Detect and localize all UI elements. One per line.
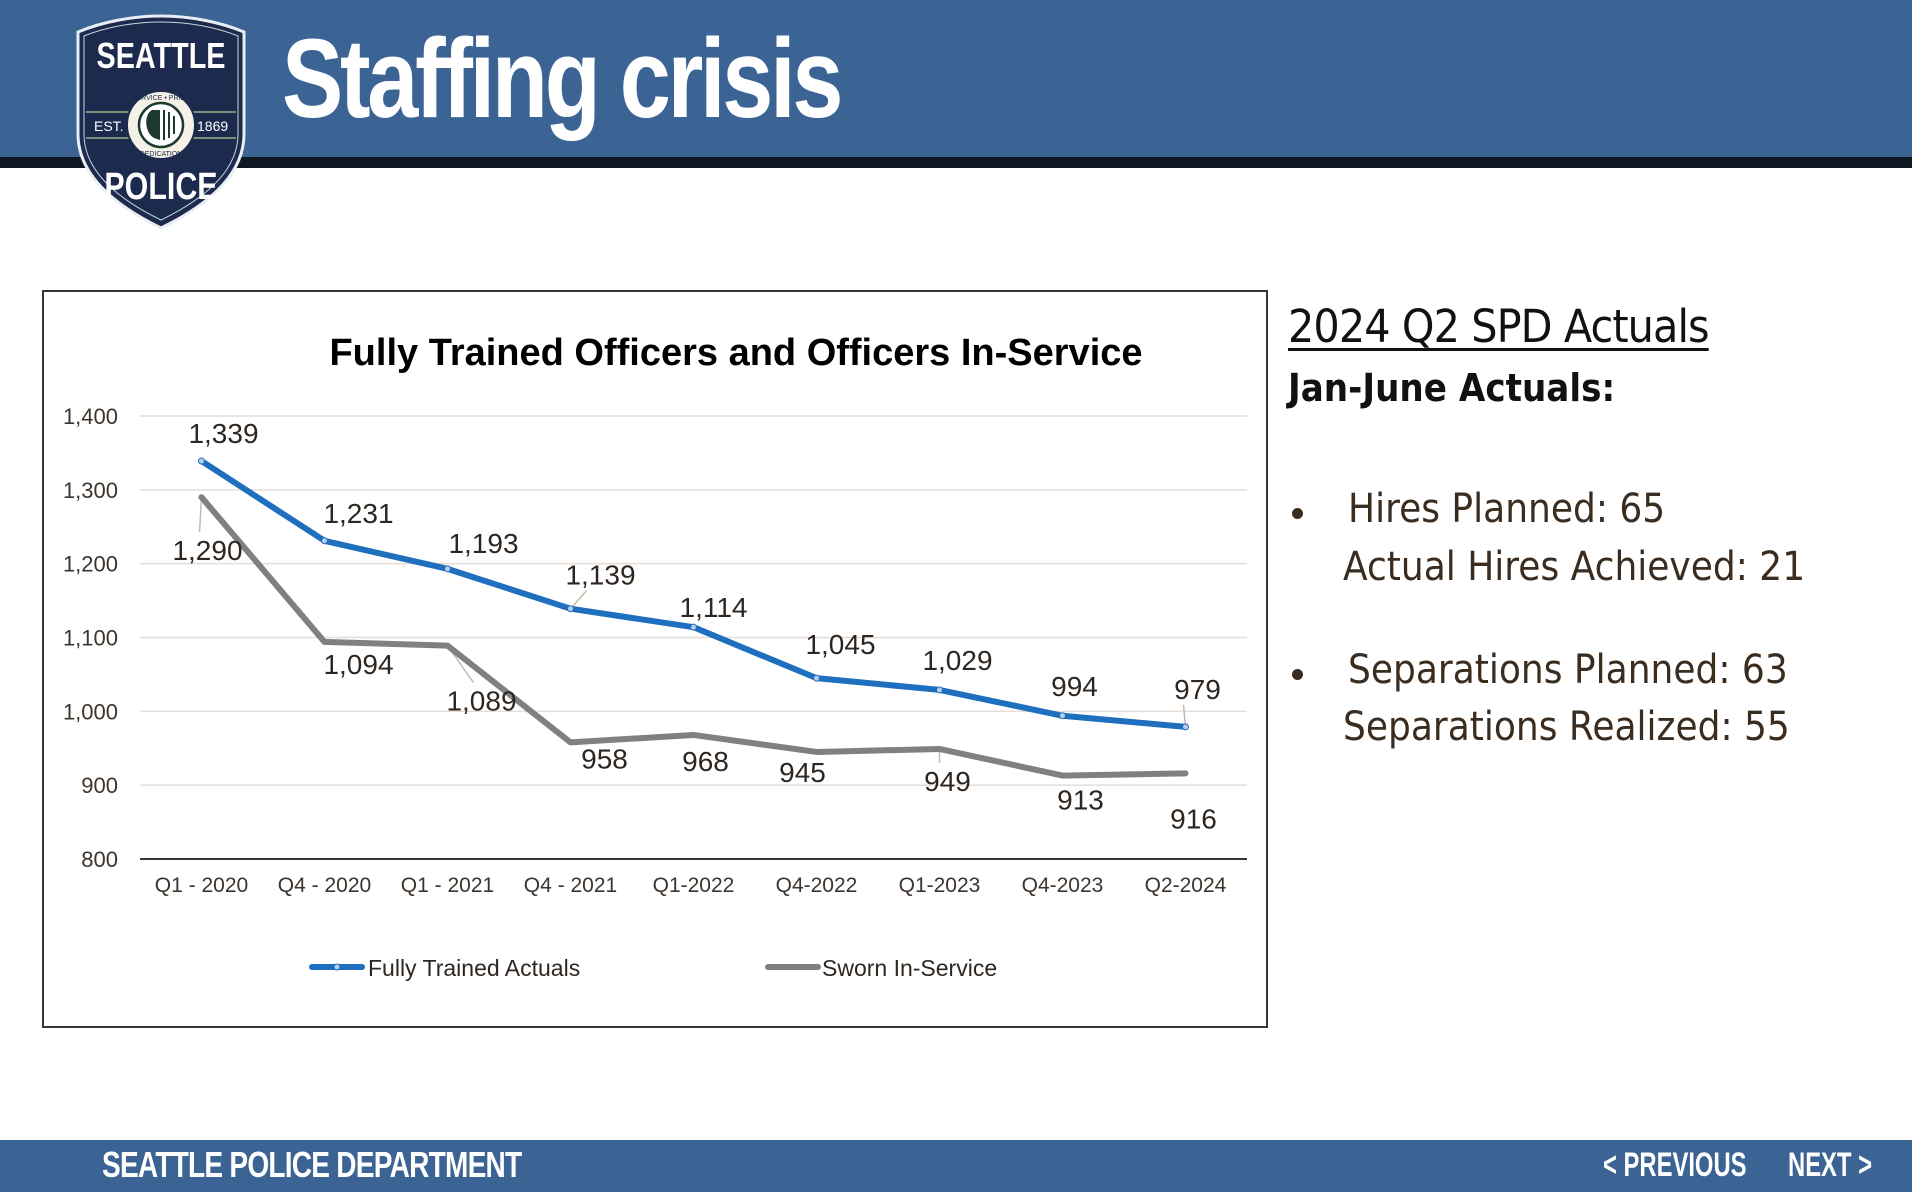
actuals-title: 2024 Q2 SPD Actuals	[1288, 300, 1710, 353]
data-label: 913	[1057, 785, 1104, 816]
next-button[interactable]: NEXT >	[1788, 1146, 1872, 1184]
data-label: 1,089	[446, 686, 516, 717]
data-label: 1,231	[323, 498, 393, 529]
y-tick-label: 1,000	[63, 699, 118, 724]
data-label: 916	[1170, 803, 1217, 834]
data-label: 1,339	[188, 418, 258, 449]
x-tick-label: Q1 - 2021	[401, 874, 494, 897]
y-tick-label: 800	[81, 847, 118, 872]
data-point-marker	[1183, 771, 1188, 776]
x-tick-label: Q4-2023	[1022, 874, 1104, 897]
seattle-police-badge-logo: SEATTLE EST. 1869 SERVICE • PRIDE DEDICA…	[76, 14, 246, 230]
footer-department-name: SEATTLE POLICE DEPARTMENT	[102, 1144, 522, 1185]
x-tick-label: Q1-2023	[899, 874, 981, 897]
badge-ring-top-text: SERVICE • PRIDE	[132, 95, 191, 102]
data-label: 949	[924, 766, 971, 797]
y-tick-label: 1,100	[63, 626, 118, 651]
data-point-marker	[444, 565, 451, 573]
data-label: 968	[682, 746, 729, 777]
data-label: 1,114	[680, 592, 748, 623]
data-point-marker	[936, 686, 943, 694]
x-tick-label: Q2-2024	[1145, 874, 1227, 897]
separations-realized: Separations Realized: 55	[1343, 704, 1790, 750]
x-tick-label: Q1 - 2020	[155, 874, 248, 897]
legend-marker	[333, 963, 341, 971]
footer-bar: SEATTLE POLICE DEPARTMENT < PREVIOUS NEX…	[0, 1140, 1912, 1192]
data-point-marker	[690, 623, 697, 631]
data-point-marker	[1060, 773, 1065, 778]
x-tick-label: Q4 - 2021	[524, 874, 617, 897]
data-label: 994	[1051, 671, 1098, 702]
x-tick-label: Q4-2022	[776, 874, 858, 897]
data-point-marker	[1059, 712, 1066, 720]
hires-planned: Hires Planned: 65	[1348, 486, 1666, 532]
y-tick-label: 1,400	[63, 404, 118, 429]
y-tick-label: 1,200	[63, 552, 118, 577]
badge-est-text: EST.	[94, 118, 124, 134]
data-point-marker	[937, 746, 942, 751]
data-point-marker	[567, 605, 574, 613]
data-label: 1,029	[922, 645, 992, 676]
data-point-marker	[322, 639, 327, 644]
data-point-marker	[198, 457, 205, 465]
y-tick-label: 1,300	[63, 478, 118, 503]
legend-label-fully-trained: Fully Trained Actuals	[368, 955, 580, 981]
x-tick-label: Q4 - 2020	[278, 874, 371, 897]
legend-label-sworn-in-service: Sworn In-Service	[822, 955, 997, 981]
header-bar	[0, 0, 1912, 157]
badge-year-text: 1869	[197, 118, 228, 134]
previous-button[interactable]: < PREVIOUS	[1603, 1146, 1747, 1184]
data-label: 979	[1174, 674, 1221, 705]
chart-frame	[42, 290, 1268, 1028]
data-label: 958	[581, 743, 628, 774]
data-label: 1,045	[805, 629, 875, 660]
data-label: 1,094	[323, 649, 393, 680]
actuals-subtitle: Jan-June Actuals:	[1288, 366, 1616, 410]
bullet-dot	[1292, 508, 1303, 519]
hires-achieved: Actual Hires Achieved: 21	[1343, 544, 1806, 590]
data-point-marker	[321, 537, 328, 545]
bullet-dot	[1292, 669, 1303, 680]
badge-bottom-text: POLICE	[104, 166, 217, 208]
chart-title: Fully Trained Officers and Officers In-S…	[329, 332, 1142, 374]
data-point-marker	[199, 495, 204, 500]
data-label: 1,290	[172, 535, 242, 566]
header-divider	[0, 157, 1912, 168]
separations-planned: Separations Planned: 63	[1348, 647, 1788, 693]
data-point-marker	[445, 643, 450, 648]
data-label: 945	[779, 757, 826, 788]
badge-top-text: SEATTLE	[97, 35, 226, 76]
data-point-marker	[813, 674, 820, 682]
data-point-marker	[814, 749, 819, 754]
data-label-leader	[1182, 704, 1187, 727]
data-point-marker	[1182, 723, 1189, 731]
badge-ring-bottom-text: DEDICATION	[140, 151, 183, 158]
data-point-marker	[568, 740, 573, 745]
data-label-leader	[198, 497, 203, 533]
page-title: Staffing crisis	[282, 16, 843, 141]
data-point-marker	[691, 732, 696, 737]
y-tick-label: 900	[81, 773, 118, 798]
data-label: 1,139	[565, 560, 635, 591]
x-tick-label: Q1-2022	[653, 874, 735, 897]
data-label-leader	[569, 590, 588, 610]
data-label: 1,193	[448, 528, 518, 559]
